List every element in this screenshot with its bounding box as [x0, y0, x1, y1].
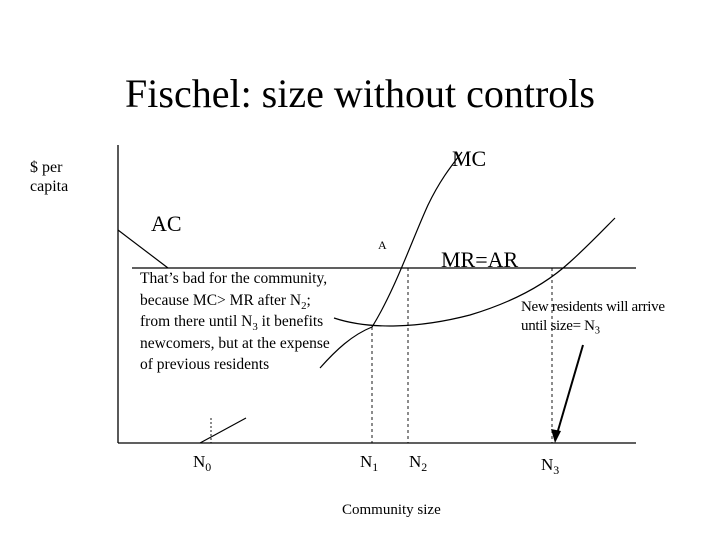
arrow-head	[551, 429, 561, 443]
x-axis-label: Community size	[342, 502, 441, 518]
point-a-label: A	[378, 238, 387, 252]
tick-n2: N2	[409, 452, 428, 475]
mc-label: MC	[452, 146, 487, 171]
cost-curve-dip	[319, 326, 373, 369]
ac-curve-upper	[117, 229, 169, 269]
note-left: That’s bad for the community, because MC…	[140, 270, 330, 373]
arrow-to-n3	[556, 344, 584, 435]
note-right: New residents will arrive until size= N3	[521, 299, 665, 337]
ac-u-curve	[333, 217, 616, 327]
y-axis-label: $ per capita	[30, 159, 69, 195]
ac-curve-lower	[199, 417, 247, 444]
tick-n0: N0	[193, 452, 212, 475]
mc-curve	[371, 151, 463, 328]
slide-title: Fischel: size without controls	[125, 71, 595, 116]
mr-ar-label: MR=AR	[441, 247, 519, 272]
ac-label: AC	[151, 211, 182, 236]
tick-n3: N3	[541, 455, 560, 478]
tick-n1: N1	[360, 452, 379, 475]
